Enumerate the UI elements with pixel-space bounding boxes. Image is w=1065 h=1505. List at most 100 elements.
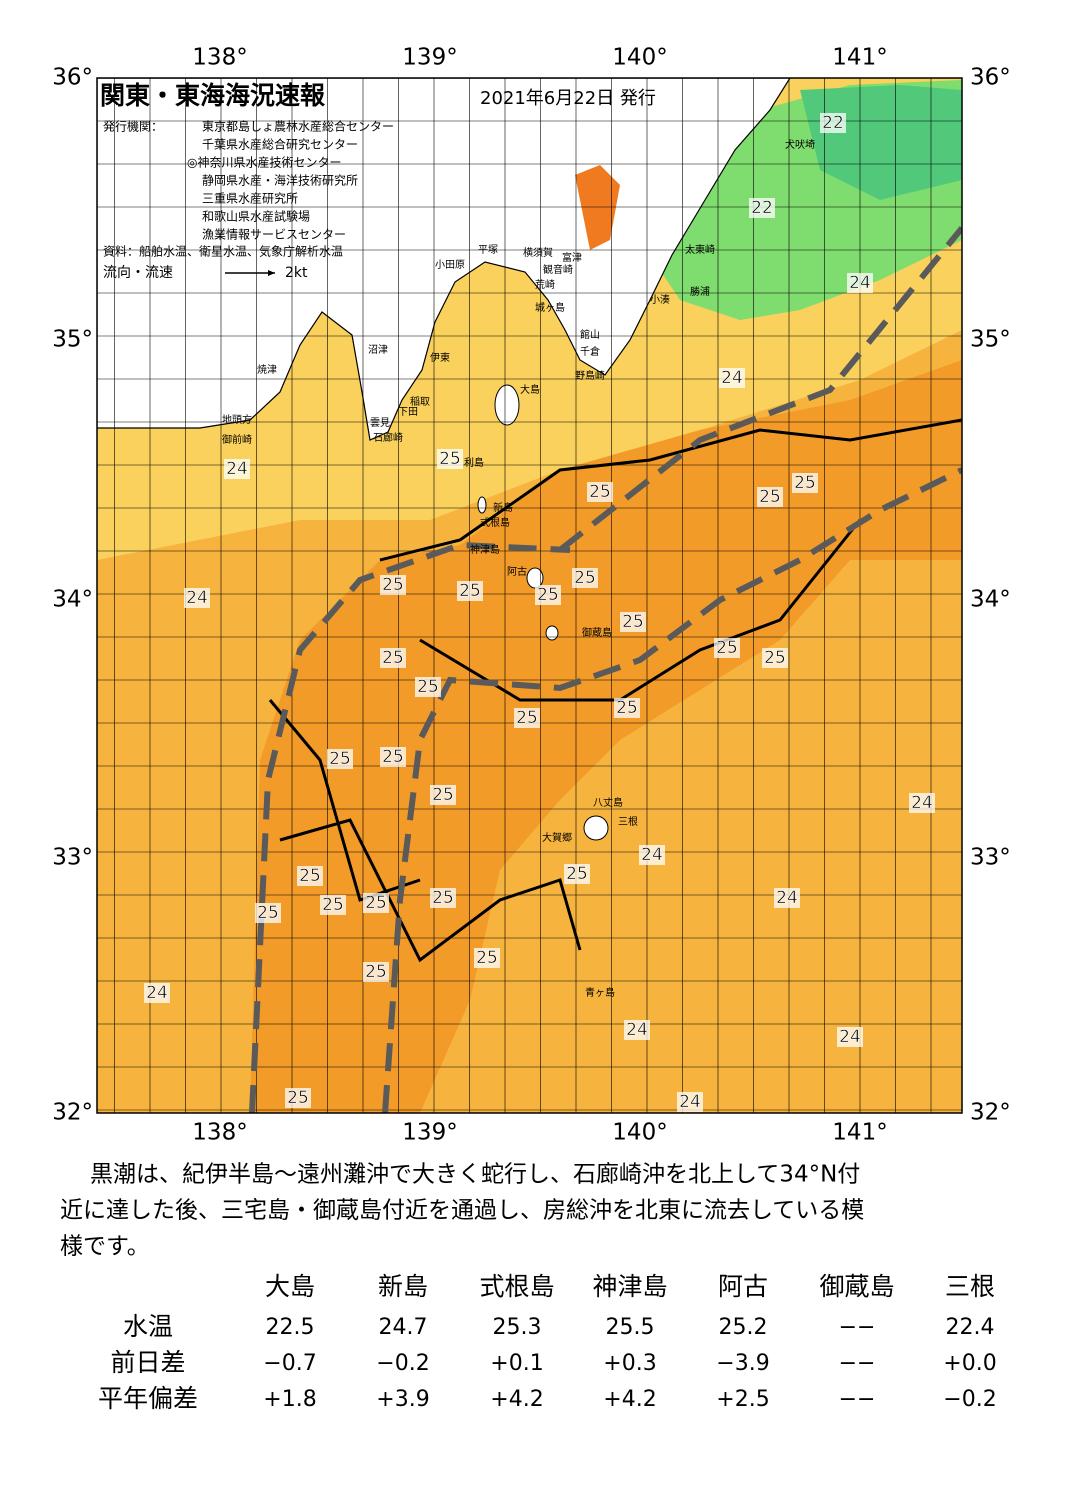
place-name: 横須賀 — [523, 246, 553, 259]
place-name: 小湊 — [650, 293, 670, 306]
contour-label-bg — [184, 588, 210, 608]
contour-label: 22 — [822, 113, 844, 133]
contour-label: 25 — [432, 888, 454, 908]
table-cell: +4.2 — [490, 1387, 543, 1412]
contour-label: 25 — [299, 866, 321, 886]
place-name: 平塚 — [478, 244, 498, 256]
contour-label-bg — [255, 903, 281, 923]
bay-warm — [575, 165, 620, 250]
place-name: 利島 — [464, 456, 484, 469]
contour-label-bg — [677, 1092, 703, 1112]
place-name: 犬吠埼 — [785, 138, 815, 151]
contour-label-bg — [572, 568, 598, 588]
lon-label: 141° — [832, 45, 887, 71]
contour-label: 25 — [794, 473, 816, 493]
contour-label-bg — [285, 1088, 311, 1108]
contour-label-bg — [719, 368, 745, 388]
table-cell: +3.9 — [376, 1387, 429, 1412]
island — [583, 815, 609, 841]
contour-label: 25 — [365, 893, 387, 913]
isotherm-25 — [268, 418, 962, 963]
contour-label-bg — [749, 198, 775, 218]
table-cell: +0.1 — [490, 1351, 543, 1376]
contour-label: 24 — [146, 983, 168, 1003]
contour-label-bg — [430, 785, 456, 805]
place-name: 野島崎 — [575, 369, 605, 382]
contour-label-bg — [837, 1027, 863, 1047]
contour-label-bg — [327, 749, 353, 769]
contour-label: 24 — [849, 273, 871, 293]
contour-label: 25 — [432, 785, 454, 805]
place-name: 阿古 — [507, 565, 527, 578]
table-cell: 24.7 — [379, 1315, 428, 1340]
place-name: 地頭方 — [222, 413, 252, 426]
contour-label-bg — [320, 895, 346, 915]
contour-label: 25 — [616, 698, 638, 718]
place-name: 小田原 — [435, 259, 465, 271]
lat-label: 36° — [52, 65, 93, 91]
row-label: 平年偏差 — [98, 1384, 198, 1413]
place-name: 神津島 — [470, 543, 500, 556]
sea-warmer — [97, 900, 250, 1113]
contour-label-bg — [380, 575, 406, 595]
contour-label-bg — [224, 459, 250, 479]
lon-label: 140° — [612, 1120, 667, 1146]
contour-label-bg — [415, 677, 441, 697]
contour-label: 25 — [589, 482, 611, 502]
place-name: 八丈島 — [593, 796, 623, 809]
place-name: 観音崎 — [543, 263, 573, 276]
lat-label: 34° — [970, 587, 1011, 613]
table-cell: −3.9 — [716, 1351, 769, 1376]
contour-label: 25 — [759, 487, 781, 507]
table-cell: −0.2 — [943, 1387, 996, 1412]
kuroshio-core — [250, 360, 962, 1113]
agency: 東京都島しょ農林水産総合センター — [202, 119, 394, 134]
legend-arrowhead — [268, 270, 275, 276]
place-name: 御蔵島 — [582, 626, 612, 639]
table-header: 新島 — [378, 1272, 428, 1301]
contour-label: 24 — [721, 368, 743, 388]
agency: ◎神奈川県水産技術センター — [187, 155, 341, 170]
contour-label-bg — [762, 648, 788, 668]
contour-label: 25 — [516, 708, 538, 728]
place-name: 富津 — [562, 251, 582, 264]
contour-label: 24 — [226, 459, 248, 479]
table-cell: −− — [839, 1351, 876, 1376]
lon-label: 139° — [402, 1120, 457, 1146]
contour-label-bg — [380, 747, 406, 767]
contour-label: 25 — [439, 449, 461, 469]
table-cell: +0.0 — [943, 1351, 996, 1376]
table-cell: +4.2 — [603, 1387, 656, 1412]
place-name: 下田 — [398, 407, 418, 418]
table-header: 大島 — [265, 1272, 315, 1301]
contour-label: 25 — [622, 612, 644, 632]
contour-label-bg — [437, 449, 463, 469]
place-name: 石廊崎 — [373, 431, 403, 444]
place-name: 荒崎 — [535, 278, 555, 291]
map-frame — [96, 77, 963, 1114]
issue-date: 2021年6月22日 発行 — [480, 88, 656, 109]
contour-label-bg — [363, 893, 389, 913]
agency: 漁業情報サービスセンター — [202, 228, 346, 242]
island — [494, 384, 520, 426]
legend-speed: 2kt — [285, 265, 308, 281]
contour-label: 25 — [764, 648, 786, 668]
contour-label: 24 — [776, 888, 798, 908]
contour-label-bg — [297, 866, 323, 886]
lon-label: 140° — [612, 45, 667, 71]
lat-label: 32° — [52, 1100, 93, 1126]
place-name: 館山 — [580, 328, 600, 341]
contour-label: 25 — [476, 948, 498, 968]
sources: 資料：船舶水温、衛星水温、気象庁解析水温 — [103, 244, 343, 259]
lon-label: 141° — [832, 1120, 887, 1146]
table-cell: −0.2 — [376, 1351, 429, 1376]
contour-label-bg — [457, 581, 483, 601]
place-name: 御前崎 — [222, 433, 252, 446]
contour-label: 25 — [566, 864, 588, 884]
agency: 静岡県水産・海洋技術研究所 — [202, 173, 358, 188]
contour-label-bg — [514, 708, 540, 728]
place-name: 大島 — [520, 383, 540, 396]
table-cell: −− — [839, 1315, 876, 1340]
contour-label-bg — [847, 273, 873, 293]
